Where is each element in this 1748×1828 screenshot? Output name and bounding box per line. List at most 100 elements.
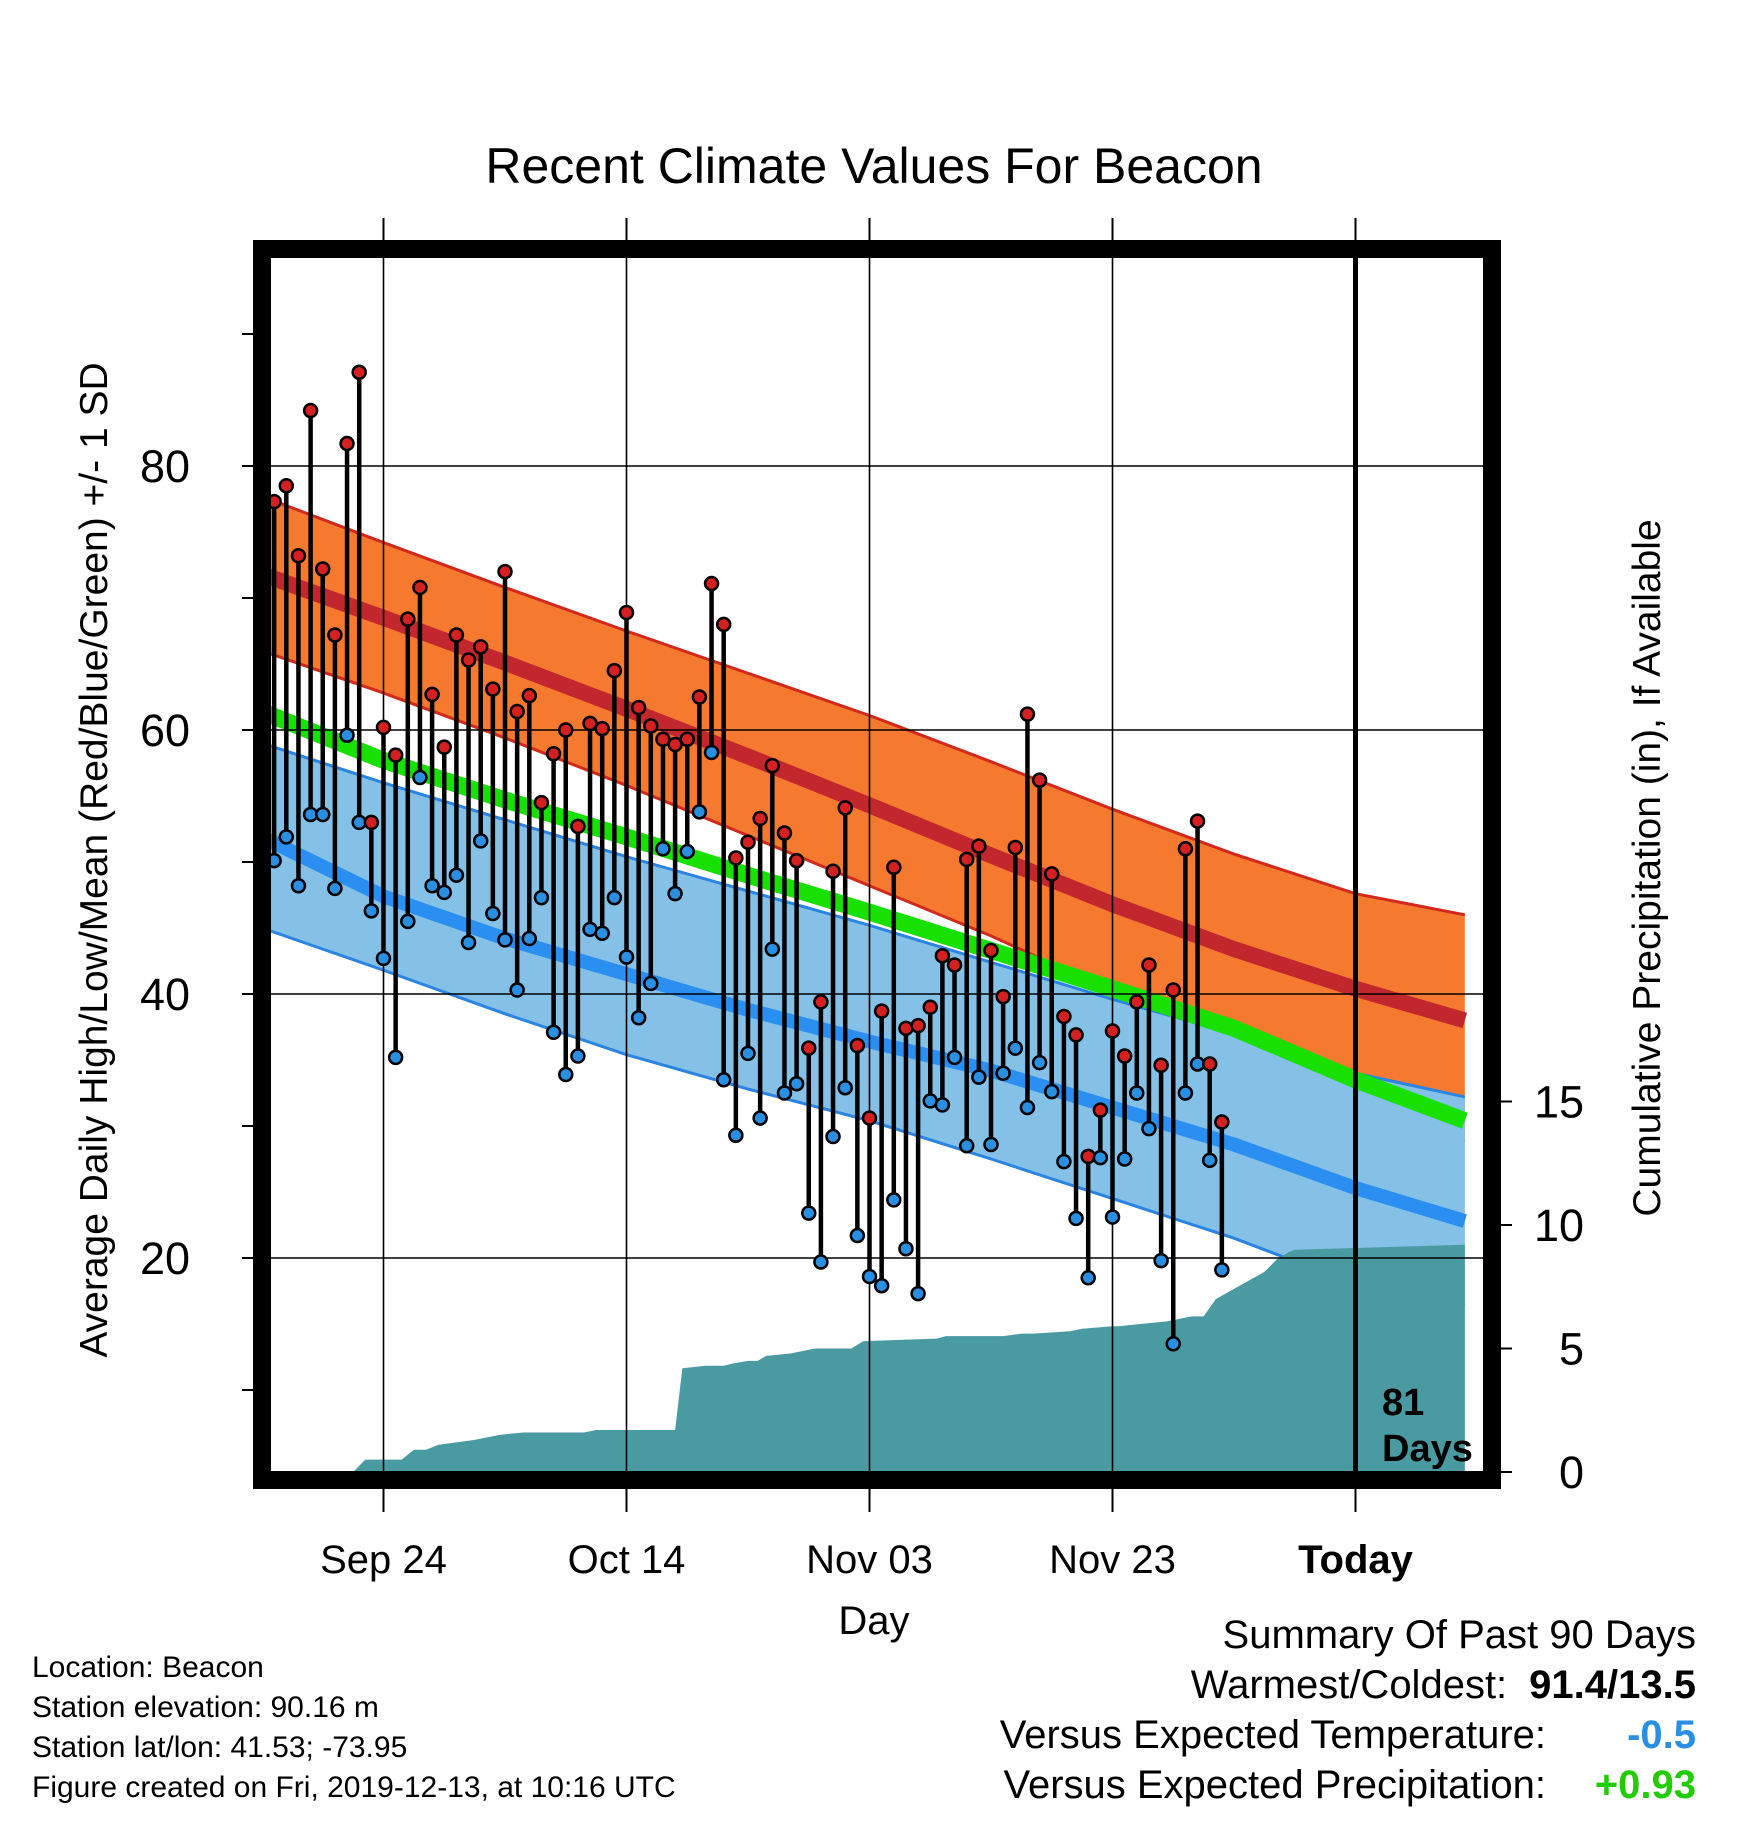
daily-low-point [400, 913, 416, 930]
daily-high-point [1044, 866, 1060, 882]
daily-high-point [339, 435, 355, 452]
daily-low-point [728, 1127, 744, 1143]
daily-low-point [740, 1045, 756, 1062]
daily-high-point [1153, 1057, 1169, 1074]
daily-high-point [351, 364, 367, 381]
daily-high-point [375, 719, 392, 736]
daily-low-point [521, 930, 538, 947]
daily-high-point [691, 689, 708, 705]
daily-high-point [558, 722, 574, 738]
daily-low-point [910, 1285, 926, 1302]
daily-low-point [1092, 1149, 1109, 1166]
daily-low-point [606, 889, 623, 906]
daily-high-point [1019, 706, 1036, 722]
daily-low-point [1068, 1210, 1084, 1227]
daily-high-point [958, 851, 975, 868]
daily-low-point [195, 1007, 208, 1020]
daily-low-point [387, 1049, 404, 1066]
daily-high-point [594, 720, 610, 737]
station-latlon: Station lat/lon: 41.53; -73.95 [32, 1731, 408, 1764]
station-info: Location: Beacon Station elevation: 90.1… [32, 1648, 676, 1808]
daily-high-point [715, 616, 732, 633]
today-days-number: 81 [1382, 1382, 1424, 1424]
daily-low-point [570, 1048, 586, 1064]
daily-high-point [219, 429, 232, 442]
daily-low-point [1080, 1270, 1096, 1286]
daily-high-point [485, 681, 501, 697]
daily-high-point [158, 548, 171, 561]
station-location: Location: Beacon [32, 1651, 264, 1684]
daily-low-point [170, 877, 183, 890]
daily-high-point [995, 988, 1011, 1005]
daily-high-point [1104, 1023, 1121, 1039]
daily-high-point [776, 825, 793, 841]
y-tick-label: 80 [140, 441, 190, 492]
daily-high-point [764, 757, 781, 774]
daily-low-point [412, 769, 428, 786]
daily-high-point [643, 718, 659, 734]
daily-low-point [436, 884, 452, 901]
daily-low-point [643, 975, 659, 992]
daily-high-point [861, 1110, 878, 1126]
daily-low-point [691, 804, 708, 820]
daily-high-point [1214, 1114, 1230, 1130]
daily-high-point [400, 611, 416, 627]
daily-high-point [1116, 1048, 1133, 1064]
daily-high-point [363, 814, 380, 831]
daily-low-point [207, 974, 220, 987]
daily-low-point [873, 1277, 890, 1294]
summary-title: Summary Of Past 90 Days [1222, 1613, 1696, 1657]
daily-high-point [825, 863, 841, 879]
daily-high-point [752, 810, 768, 827]
daily-low-point [231, 853, 244, 866]
daily-high-point [521, 687, 538, 704]
figure-created: Figure created on Fri, 2019-12-13, at 10… [32, 1771, 676, 1804]
daily-high-point [570, 818, 586, 835]
daily-low-point [1104, 1209, 1121, 1225]
daily-low-point [1007, 1040, 1024, 1056]
daily-low-point [1044, 1083, 1060, 1100]
daily-high-point [448, 627, 465, 643]
daily-high-point [327, 627, 343, 643]
summary-precip-value: +0.93 [1594, 1763, 1696, 1807]
y2-axis-label: Cumulative Precipitation (in), If Availa… [1626, 519, 1669, 1216]
high-sd-band [260, 495, 1465, 1142]
daily-low-point [363, 903, 380, 919]
daily-high-point [1189, 813, 1206, 829]
daily-high-point [1141, 957, 1157, 973]
daily-high-point [436, 739, 452, 755]
daily-low-point [764, 941, 781, 957]
daily-high-point [315, 561, 331, 577]
y-tick-label: 20 [140, 1233, 190, 1284]
daily-high-point [630, 699, 647, 716]
daily-high-point [703, 575, 720, 592]
daily-low-point [424, 878, 440, 894]
daily-low-point [801, 1205, 817, 1221]
daily-high-point [728, 850, 744, 866]
daily-high-point [545, 746, 562, 762]
daily-high-point [533, 794, 550, 811]
daily-low-point [715, 1072, 732, 1088]
daily-high-point [1068, 1027, 1084, 1043]
daily-high-point [424, 686, 440, 703]
daily-low-point [558, 1066, 574, 1083]
daily-low-point [788, 1076, 805, 1092]
daily-high-point [873, 1003, 890, 1019]
daily-low-point [545, 1024, 562, 1041]
daily-low-point [448, 867, 465, 883]
daily-high-point [231, 349, 244, 362]
y-tick-label: 40 [140, 969, 190, 1020]
daily-low-point [1153, 1252, 1169, 1269]
chart-title: Recent Climate Values For Beacon [485, 138, 1262, 194]
daily-low-point [995, 1065, 1011, 1081]
plot-area [158, 249, 1484, 1480]
daily-low-point [339, 727, 355, 744]
daily-high-point [740, 834, 756, 850]
daily-low-point [327, 880, 343, 897]
daily-high-point [1031, 772, 1048, 788]
daily-low-point [1201, 1152, 1218, 1169]
daily-low-point [898, 1241, 914, 1257]
daily-low-point [472, 833, 489, 849]
daily-low-point [667, 885, 683, 902]
